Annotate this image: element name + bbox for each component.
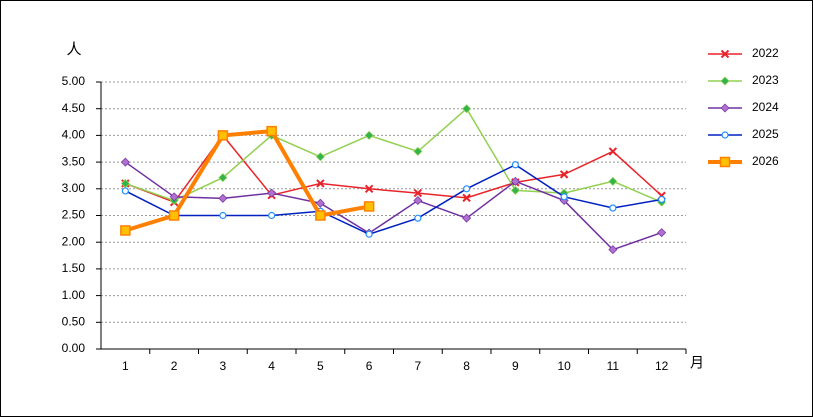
marker bbox=[462, 193, 471, 203]
marker bbox=[218, 193, 228, 203]
marker bbox=[560, 193, 568, 201]
marker bbox=[168, 210, 180, 221]
marker bbox=[169, 192, 179, 202]
marker bbox=[316, 179, 325, 188]
x-tick-label: 5 bbox=[317, 359, 324, 373]
series-line bbox=[124, 161, 662, 251]
x-tick-label: 10 bbox=[557, 359, 571, 373]
x-tick-label: 1 bbox=[122, 359, 129, 373]
y-tick-label: 3.00 bbox=[62, 181, 86, 195]
marker bbox=[510, 185, 520, 195]
marker bbox=[315, 210, 326, 221]
x-tick-label: 9 bbox=[512, 359, 519, 373]
marker bbox=[120, 157, 130, 167]
marker bbox=[608, 245, 618, 255]
legend-marker bbox=[720, 103, 730, 113]
marker bbox=[462, 104, 472, 114]
marker bbox=[365, 230, 373, 238]
x-tick-label: 3 bbox=[220, 359, 227, 373]
series-line bbox=[124, 129, 370, 233]
y-tick-label: 0.00 bbox=[62, 341, 86, 355]
marker bbox=[511, 161, 519, 169]
marker bbox=[510, 176, 520, 186]
x-tick-label: 8 bbox=[463, 359, 470, 373]
legend-label: 2022 bbox=[752, 46, 779, 60]
marker bbox=[414, 214, 422, 222]
marker bbox=[608, 176, 618, 186]
legend-label: 2025 bbox=[752, 127, 779, 141]
x-tick-label: 4 bbox=[268, 359, 275, 373]
y-tick-label: 1.00 bbox=[62, 288, 86, 302]
y-tick-label: 1.50 bbox=[62, 261, 86, 275]
marker bbox=[218, 173, 228, 183]
marker bbox=[658, 195, 666, 204]
y-tick-label: 2.00 bbox=[62, 234, 86, 248]
x-tick-label: 11 bbox=[607, 359, 620, 373]
marker bbox=[462, 213, 472, 223]
legend-label: 2024 bbox=[752, 100, 779, 114]
marker bbox=[267, 188, 277, 198]
marker bbox=[268, 211, 276, 220]
marker bbox=[315, 198, 325, 208]
marker bbox=[217, 130, 229, 141]
y-tick-label: 4.50 bbox=[62, 101, 86, 115]
marker bbox=[364, 130, 374, 140]
y-tick-label: 0.50 bbox=[62, 314, 86, 328]
y-tick-label: 5.00 bbox=[62, 74, 86, 88]
x-tick-label: 2 bbox=[171, 359, 178, 373]
x-tick-label: 6 bbox=[366, 359, 373, 373]
y-tick-label: 4.00 bbox=[62, 128, 86, 142]
legend-marker bbox=[719, 156, 731, 168]
marker bbox=[413, 196, 423, 206]
legend-marker bbox=[721, 131, 729, 139]
marker bbox=[364, 184, 374, 194]
legend-marker bbox=[720, 49, 730, 59]
series-line bbox=[125, 107, 662, 203]
series-line bbox=[125, 163, 662, 235]
marker bbox=[266, 125, 277, 137]
marker bbox=[121, 187, 129, 195]
legend-label: 2023 bbox=[752, 73, 779, 87]
marker bbox=[219, 211, 227, 220]
marker bbox=[413, 146, 423, 156]
x-tick-label: 12 bbox=[655, 359, 669, 373]
marker bbox=[120, 225, 131, 236]
marker bbox=[463, 185, 471, 193]
y-tick-label: 3.50 bbox=[62, 154, 86, 168]
marker bbox=[608, 147, 618, 156]
legend-label: 2026 bbox=[752, 154, 779, 168]
x-tick-label: 7 bbox=[415, 359, 422, 373]
marker bbox=[657, 228, 667, 238]
legend-marker bbox=[720, 76, 730, 86]
marker bbox=[315, 152, 325, 162]
marker bbox=[363, 201, 375, 212]
x-axis-label: 月 bbox=[690, 355, 704, 371]
y-tick-label: 2.50 bbox=[62, 208, 86, 222]
marker bbox=[559, 170, 569, 179]
marker bbox=[609, 204, 617, 212]
marker bbox=[413, 188, 423, 198]
y-axis-label: 人 bbox=[66, 41, 81, 58]
